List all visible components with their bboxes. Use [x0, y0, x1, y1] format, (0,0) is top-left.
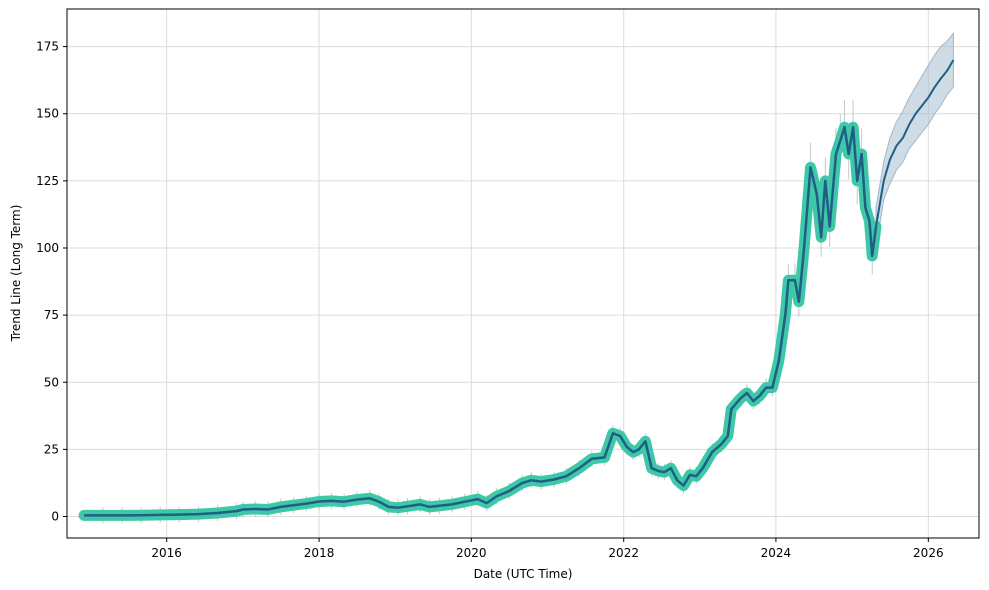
- x-axis-ticks: 2016 2018 2020 2022 2024 2026: [151, 538, 944, 560]
- historical-line: [84, 125, 878, 517]
- y-tick-label: 50: [44, 375, 59, 389]
- x-tick-label: 2026: [913, 546, 944, 560]
- y-tick-label: 125: [36, 174, 59, 188]
- y-axis-ticks: 0 25 50 75 100 125 150 175: [36, 40, 67, 524]
- y-tick-label: 175: [36, 40, 59, 54]
- trend-lines: [84, 59, 955, 517]
- y-axis-label: Trend Line (Long Term): [9, 205, 23, 343]
- x-axis-label: Date (UTC Time): [474, 567, 573, 581]
- forecast-line: [875, 59, 955, 227]
- y-tick-label: 25: [44, 442, 59, 456]
- x-tick-label: 2020: [456, 546, 487, 560]
- y-tick-label: 100: [36, 241, 59, 255]
- x-tick-label: 2018: [304, 546, 335, 560]
- y-tick-label: 150: [36, 107, 59, 121]
- x-tick-label: 2022: [608, 546, 639, 560]
- y-tick-label: 0: [51, 510, 59, 524]
- grid-lines: [67, 9, 979, 538]
- x-tick-label: 2024: [761, 546, 792, 560]
- plot-frame: [66, 8, 980, 539]
- x-tick-label: 2016: [151, 546, 182, 560]
- y-tick-label: 75: [44, 308, 59, 322]
